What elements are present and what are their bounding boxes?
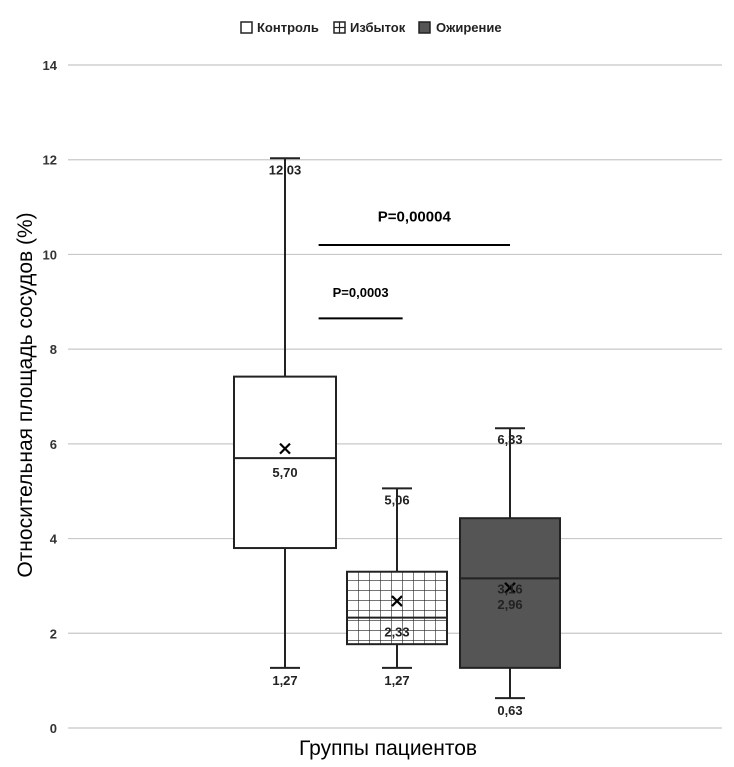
y-axis-title: Относительная площадь сосудов (%) <box>14 212 37 577</box>
legend-label-excess: Избыток <box>350 20 406 35</box>
annotations: P=0,00004 P=0,0003 <box>318 208 510 320</box>
min-label: 0,63 <box>497 703 522 718</box>
y-tick-label: 12 <box>43 153 57 168</box>
y-tick-label: 14 <box>43 58 58 73</box>
legend-label-obesity: Ожирение <box>436 20 502 35</box>
legend-item-control: Контроль <box>240 20 319 35</box>
iqr-box <box>459 517 561 669</box>
legend-swatch-obesity <box>418 21 431 34</box>
legend-swatch-control <box>240 21 253 34</box>
legend-item-obesity: Ожирение <box>418 20 502 35</box>
median-label: 3,16 <box>497 581 522 596</box>
legend: Контроль Избыток Ожирение <box>240 20 502 35</box>
min-label: 1,27 <box>384 673 409 688</box>
y-tick-label: 10 <box>43 247 57 262</box>
legend-label-control: Контроль <box>257 20 319 35</box>
boxes: 12,03 1,27 5,70 5,06 1,27 2,33 6,33 0,63 3,162,9… <box>233 157 561 718</box>
mean-label: 2,96 <box>497 597 522 612</box>
y-tick-label: 8 <box>50 342 57 357</box>
p-value-label: P=0,0003 <box>333 285 389 300</box>
iqr-box <box>233 375 337 550</box>
box-group: 12,03 1,27 5,70 <box>233 157 337 688</box>
legend-item-excess: Избыток <box>333 20 406 35</box>
y-axis-ticks: 0 2 4 6 8 10 12 14 <box>43 58 58 736</box>
y-tick-label: 2 <box>50 626 57 641</box>
median-label: 5,70 <box>272 465 297 480</box>
y-tick-label: 6 <box>50 437 57 452</box>
box-group: 6,33 0,63 3,162,96 <box>459 427 561 718</box>
max-label: 5,06 <box>384 492 409 507</box>
p-value-label: P=0,00004 <box>378 208 452 225</box>
iqr-box <box>346 570 448 646</box>
median-label: 2,33 <box>384 625 409 640</box>
mean-marker <box>391 595 403 607</box>
mean-marker <box>279 442 291 455</box>
max-label: 12,03 <box>269 162 302 177</box>
min-label: 1,27 <box>272 673 297 688</box>
box-group: 5,06 1,27 2,33 <box>346 487 448 688</box>
max-label: 6,33 <box>497 432 522 447</box>
mean-marker <box>504 582 516 594</box>
y-tick-label: 0 <box>50 721 57 736</box>
y-tick-label: 4 <box>50 532 58 547</box>
x-axis-title: Группы пациентов <box>299 737 477 760</box>
